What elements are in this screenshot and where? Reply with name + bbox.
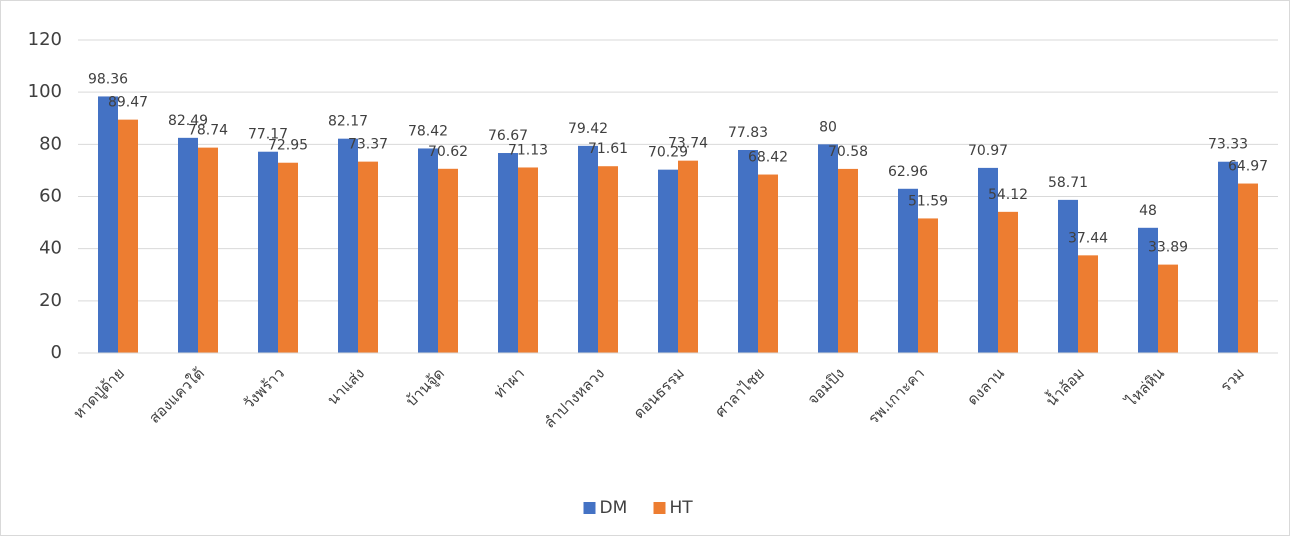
bar [358,161,378,353]
value-label: 82.17 [328,114,368,130]
value-label: 98.36 [88,71,128,87]
value-label: 70.29 [648,145,688,161]
legend-label: DM [600,498,628,518]
bar [1138,227,1158,353]
bar [978,167,998,353]
value-label: 62.96 [888,164,928,180]
value-label: 89.47 [108,95,148,111]
value-label: 54.12 [988,187,1028,203]
bar [678,160,698,353]
bar [1058,199,1078,353]
bar [598,166,618,353]
value-label: 71.13 [508,142,548,158]
y-tick-label: 120 [28,29,62,50]
bar [98,96,118,353]
bar [578,145,598,353]
value-label: 80 [819,119,837,135]
value-label: 77.83 [728,125,768,141]
y-tick-label: 40 [39,238,62,259]
value-label: 72.95 [268,138,308,154]
value-label: 51.59 [908,193,948,209]
bar [1238,183,1258,353]
bar [818,144,838,353]
value-label: 33.89 [1148,240,1188,256]
bar [918,218,938,353]
legend-label: HT [670,498,694,518]
value-label: 73.74 [668,136,708,152]
value-label: 78.42 [408,123,448,139]
bar [758,174,778,353]
value-label: 71.61 [588,141,628,157]
bar [658,169,678,353]
y-tick-label: 100 [28,81,62,102]
bar [1158,264,1178,353]
bar [518,167,538,353]
bar [198,147,218,353]
value-label: 78.74 [188,123,228,139]
value-label: 77.17 [248,127,288,143]
value-label: 48 [1139,203,1157,219]
value-label: 70.62 [428,144,468,160]
bar [278,162,298,353]
value-label: 68.42 [748,150,788,166]
value-label: 70.58 [828,144,868,160]
bar [178,137,198,353]
bar [1218,161,1238,353]
value-label: 70.97 [968,143,1008,159]
bar [1078,255,1098,353]
value-label: 82.49 [168,113,208,129]
bar [898,188,918,353]
value-label: 73.37 [348,137,388,153]
bar [118,119,138,353]
bar [438,168,458,353]
bar [738,149,758,353]
bar [998,211,1018,353]
value-label: 73.33 [1208,137,1248,153]
legend-swatch [583,502,596,514]
value-label: 37.44 [1068,230,1108,246]
bar [418,148,438,353]
y-tick-label: 80 [39,133,62,154]
bar [838,168,858,353]
y-tick-label: 0 [51,342,62,363]
legend-swatch [653,502,666,514]
y-tick-label: 60 [39,186,62,207]
value-label: 76.67 [488,128,528,144]
value-label: 64.97 [1228,159,1268,175]
value-label: 79.42 [568,121,608,137]
y-tick-label: 20 [39,290,62,311]
bar [258,151,278,353]
bar [338,138,358,353]
value-label: 58.71 [1048,175,1088,191]
bar [498,153,518,353]
